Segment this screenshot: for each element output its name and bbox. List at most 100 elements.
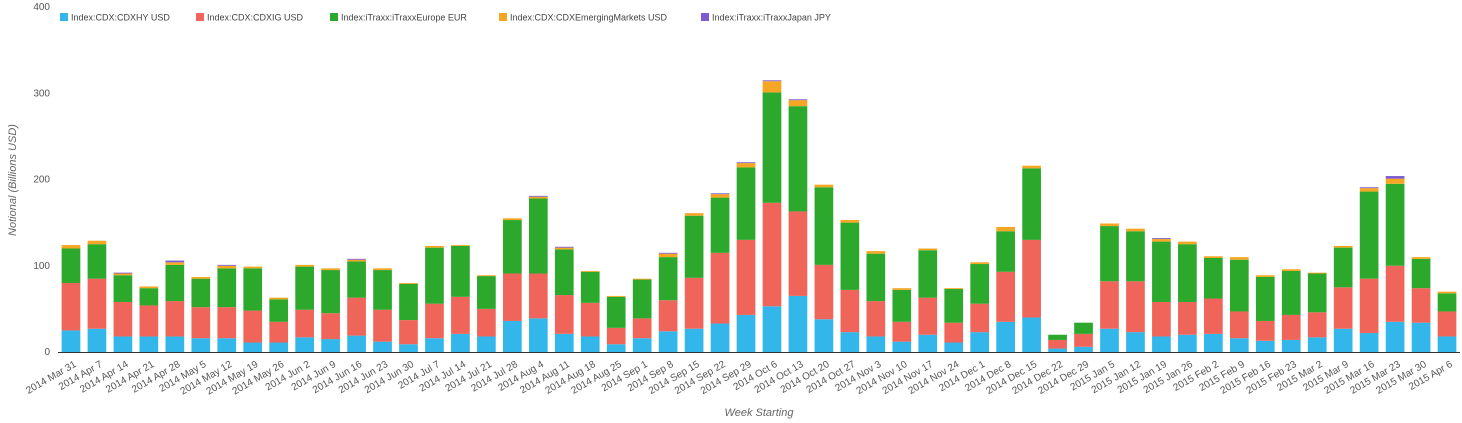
bar-segment-series-1[interactable] <box>139 305 159 337</box>
bar-stack[interactable] <box>996 226 1015 352</box>
bar-stack[interactable] <box>1100 223 1119 352</box>
bar-segment-series-0[interactable] <box>373 341 392 352</box>
bar-segment-series-2[interactable] <box>399 283 418 321</box>
bar-segment-series-4[interactable] <box>762 80 782 82</box>
bar-segment-series-0[interactable] <box>528 318 548 352</box>
bar-segment-series-1[interactable] <box>295 309 314 338</box>
bar-segment-series-3[interactable] <box>217 265 237 269</box>
bar-stack[interactable] <box>1178 241 1197 352</box>
bar-segment-series-0[interactable] <box>1074 346 1093 352</box>
bar-segment-series-3[interactable] <box>295 264 314 267</box>
bar-segment-series-1[interactable] <box>892 321 912 342</box>
bar-segment-series-1[interactable] <box>399 320 418 345</box>
bar-segment-series-1[interactable] <box>1229 311 1249 339</box>
bar-segment-series-3[interactable] <box>736 163 756 168</box>
bar-segment-series-3[interactable] <box>451 245 470 246</box>
bar-stack[interactable] <box>606 295 626 352</box>
bar-segment-series-1[interactable] <box>1307 312 1327 338</box>
bar-segment-series-0[interactable] <box>321 339 340 352</box>
bar-segment-series-2[interactable] <box>191 278 211 308</box>
bar-segment-series-3[interactable] <box>269 297 289 300</box>
bar-stack[interactable] <box>1255 275 1275 352</box>
bar-segment-series-1[interactable] <box>788 211 808 296</box>
bar-segment-series-1[interactable] <box>1126 281 1145 333</box>
bar-segment-series-1[interactable] <box>425 303 444 339</box>
bar-segment-series-1[interactable] <box>269 321 289 343</box>
bar-stack[interactable] <box>1437 291 1457 352</box>
bar-segment-series-0[interactable] <box>1411 322 1431 352</box>
bar-segment-series-1[interactable] <box>528 273 548 319</box>
bar-segment-series-0[interactable] <box>217 338 237 352</box>
bar-segment-series-2[interactable] <box>347 261 366 298</box>
bar-segment-series-0[interactable] <box>243 342 263 352</box>
bar-segment-series-0[interactable] <box>606 344 626 352</box>
bar-segment-series-3[interactable] <box>1178 241 1197 245</box>
bar-segment-series-3[interactable] <box>1255 275 1275 277</box>
bar-stack[interactable] <box>451 245 470 352</box>
bar-segment-series-3[interactable] <box>165 262 185 265</box>
bar-stack[interactable] <box>918 248 938 353</box>
bar-segment-series-2[interactable] <box>866 253 886 302</box>
bar-segment-series-1[interactable] <box>1152 301 1171 337</box>
bar-segment-series-1[interactable] <box>165 301 185 337</box>
bar-segment-series-0[interactable] <box>684 328 704 352</box>
bar-segment-series-2[interactable] <box>321 270 340 314</box>
bar-segment-series-0[interactable] <box>139 336 159 352</box>
bar-segment-series-3[interactable] <box>113 273 133 276</box>
bar-stack[interactable] <box>1229 257 1249 352</box>
bar-segment-series-2[interactable] <box>139 288 159 306</box>
bar-stack[interactable] <box>892 288 912 352</box>
bar-stack[interactable] <box>165 260 185 352</box>
bar-segment-series-3[interactable] <box>399 283 418 284</box>
bar-segment-series-2[interactable] <box>1411 258 1431 289</box>
bar-segment-series-2[interactable] <box>243 268 263 311</box>
bar-segment-series-2[interactable] <box>1048 334 1067 340</box>
bar-segment-series-4[interactable] <box>1359 187 1379 189</box>
bar-segment-series-3[interactable] <box>425 245 444 248</box>
bar-segment-series-3[interactable] <box>658 253 678 258</box>
bar-segment-series-3[interactable] <box>632 278 652 280</box>
bar-segment-series-3[interactable] <box>321 268 340 271</box>
bar-segment-series-3[interactable] <box>1100 223 1119 227</box>
bar-stack[interactable] <box>762 80 782 352</box>
bar-segment-series-2[interactable] <box>1437 293 1457 312</box>
bar-segment-series-1[interactable] <box>217 307 237 339</box>
bar-segment-series-0[interactable] <box>944 342 964 352</box>
bar-segment-series-4[interactable] <box>736 162 756 164</box>
bar-segment-series-3[interactable] <box>1411 257 1431 259</box>
bar-segment-series-0[interactable] <box>632 338 652 352</box>
bar-stack[interactable] <box>970 262 990 352</box>
bar-segment-series-1[interactable] <box>814 264 834 320</box>
bar-segment-series-4[interactable] <box>1152 238 1171 240</box>
bar-segment-series-3[interactable] <box>477 275 496 277</box>
bar-stack[interactable] <box>580 270 600 352</box>
bar-segment-series-0[interactable] <box>451 333 470 352</box>
bar-segment-series-0[interactable] <box>113 336 133 352</box>
bar-stack[interactable] <box>944 288 964 352</box>
bar-segment-series-1[interactable] <box>1022 239 1041 318</box>
bar-segment-series-0[interactable] <box>1307 337 1327 352</box>
bar-segment-series-4[interactable] <box>217 264 237 266</box>
bar-segment-series-3[interactable] <box>606 295 626 297</box>
bar-segment-series-1[interactable] <box>61 283 81 331</box>
bar-segment-series-4[interactable] <box>347 258 366 260</box>
bar-segment-series-2[interactable] <box>996 231 1015 272</box>
bar-segment-series-1[interactable] <box>1255 320 1275 341</box>
bar-segment-series-1[interactable] <box>762 202 782 307</box>
bar-segment-series-0[interactable] <box>1152 336 1171 352</box>
bar-segment-series-2[interactable] <box>269 299 289 322</box>
bar-segment-series-0[interactable] <box>269 342 289 352</box>
bar-stack[interactable] <box>1359 187 1379 352</box>
legend-item[interactable]: Index:CDX:CDXIG USD <box>196 13 304 23</box>
bar-segment-series-3[interactable] <box>1204 256 1223 258</box>
bar-segment-series-3[interactable] <box>684 213 704 216</box>
bar-segment-series-1[interactable] <box>1411 288 1431 323</box>
bar-segment-series-3[interactable] <box>788 100 808 107</box>
bar-segment-series-2[interactable] <box>554 249 574 296</box>
bar-segment-series-1[interactable] <box>840 289 860 333</box>
bar-segment-series-2[interactable] <box>580 271 600 303</box>
bar-segment-series-3[interactable] <box>840 220 860 223</box>
bar-segment-series-0[interactable] <box>1229 338 1249 352</box>
bar-segment-series-3[interactable] <box>1152 239 1171 242</box>
bar-segment-series-0[interactable] <box>1359 333 1379 352</box>
